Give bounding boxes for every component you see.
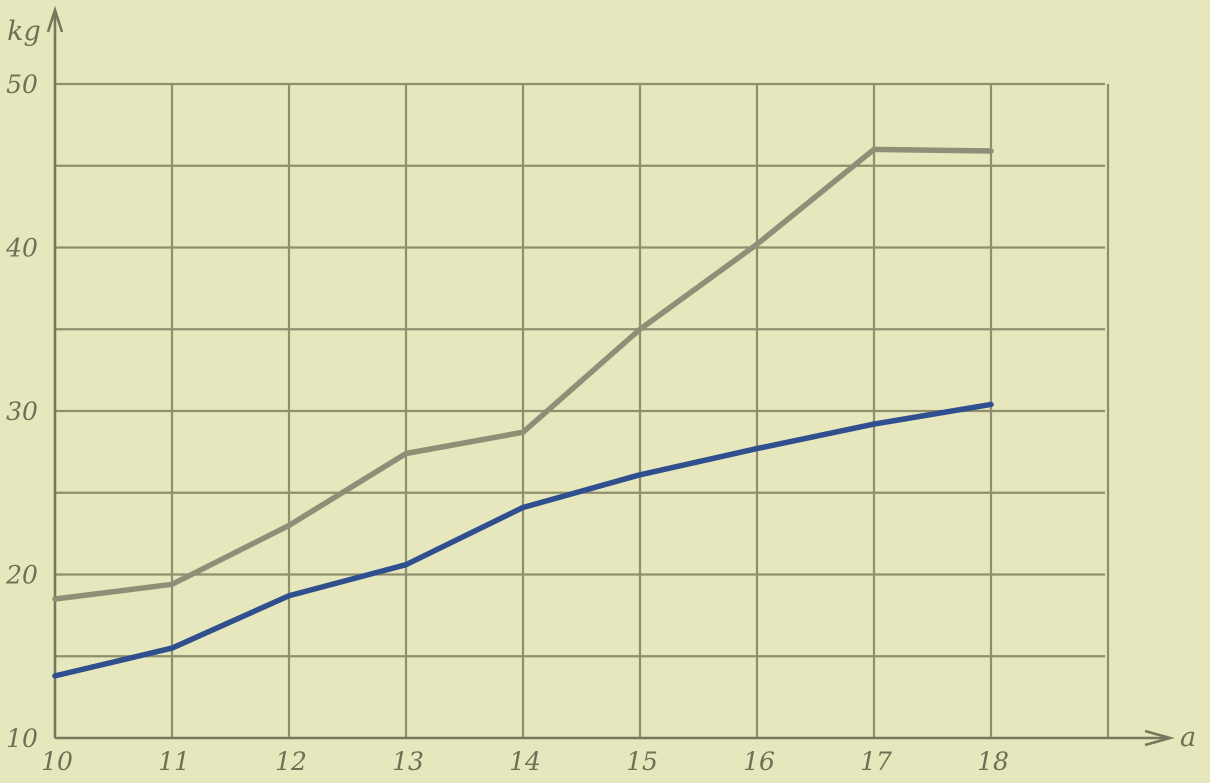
- x-tick-label: 10: [41, 747, 73, 776]
- y-tick-label: 50: [6, 70, 38, 99]
- x-tick-label: 16: [743, 747, 775, 776]
- x-tick-label: 11: [158, 747, 190, 776]
- y-axis-arrow: [46, 5, 64, 33]
- y-tick-label: 40: [5, 234, 38, 263]
- tick-labels: 10 11 12 13 14 15 16 17 18 10 20 30 40 50 kg a: [5, 16, 1196, 776]
- series-line-1: [52, 146, 994, 602]
- axes: [46, 5, 1175, 747]
- x-axis-label: a: [1180, 722, 1196, 753]
- y-axis-label: kg: [7, 16, 41, 47]
- x-tick-label: 15: [626, 747, 658, 776]
- x-tick-label: 18: [977, 747, 1009, 776]
- series-line-2: [52, 401, 994, 679]
- grid: [55, 82, 1110, 738]
- x-tick-label: 12: [275, 747, 307, 776]
- x-tick-label: 17: [860, 747, 892, 776]
- y-tick-label: 20: [5, 561, 38, 590]
- x-tick-label: 14: [509, 747, 541, 776]
- series: [52, 146, 994, 679]
- x-axis-arrow: [1144, 729, 1175, 747]
- y-tick-label: 30: [6, 397, 38, 426]
- x-tick-label: 13: [392, 747, 424, 776]
- y-tick-label: 10: [6, 724, 38, 753]
